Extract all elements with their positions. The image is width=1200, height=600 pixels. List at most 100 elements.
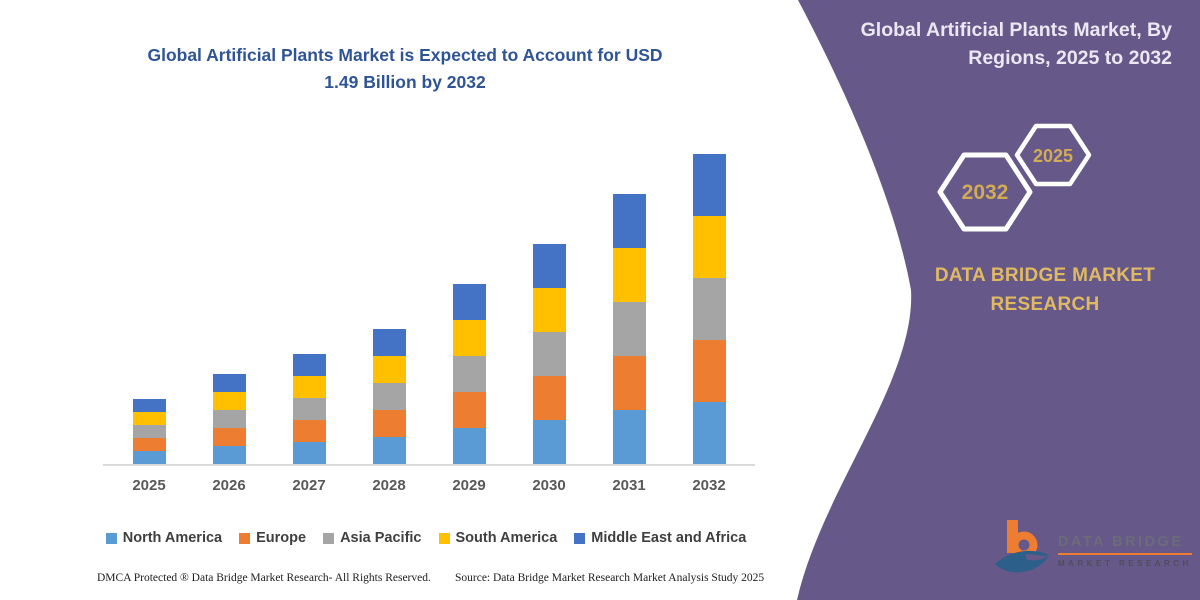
logo-swoosh-cut: [1025, 554, 1049, 561]
bar-segment-europe: [372, 410, 406, 437]
x-axis-label-2029: 2029: [452, 477, 486, 494]
bar-segment-asia-pacific: [292, 398, 326, 420]
hexagon-outline: [1014, 123, 1092, 187]
legend-item-north-america: North America: [105, 530, 223, 546]
bar-segment-asia-pacific: [452, 356, 486, 392]
logo-tagline-text: MARKET RESEARCH: [1058, 559, 1192, 568]
bar-segment-south-america: [452, 320, 486, 356]
legend-item-asia-pacific: Asia Pacific: [323, 530, 422, 546]
bar-segment-middle-east-and-africa: [132, 399, 166, 412]
bar-segment-south-america: [132, 412, 166, 425]
x-axis-label-2026: 2026: [212, 477, 246, 494]
x-axis-label-2032: 2032: [692, 477, 726, 494]
bar-segment-asia-pacific: [212, 410, 246, 428]
bar-2026: [212, 374, 246, 464]
legend-swatch: [574, 532, 586, 544]
purple-curve-shape: [797, 0, 1200, 600]
legend-label: Europe: [256, 530, 307, 546]
bar-segment-middle-east-and-africa: [692, 154, 726, 216]
panel-title: Global Artificial Plants Market, By Regi…: [832, 16, 1172, 73]
hexagon-year-2025: 2025: [1033, 146, 1073, 166]
bar-segment-middle-east-and-africa: [452, 284, 486, 320]
bar-segment-south-america: [292, 376, 326, 398]
legend-label: Middle East and Africa: [591, 530, 747, 546]
logo-swoosh: [995, 550, 1049, 573]
bar-segment-south-america: [532, 288, 566, 332]
hexagon-badge-2032: 2032: [937, 152, 1033, 232]
x-axis-label-2031: 2031: [612, 477, 646, 494]
chart-title-line1: Global Artificial Plants Market is Expec…: [147, 45, 663, 65]
bar-segment-europe: [532, 376, 566, 420]
bar-segment-north-america: [212, 446, 246, 464]
bar-segment-north-america: [692, 402, 726, 464]
bar-2028: [372, 329, 406, 464]
legend-item-europe: Europe: [239, 530, 306, 546]
bar-segment-south-america: [692, 216, 726, 278]
bar-2032: [692, 154, 726, 464]
legend: North America Europe Asia Pacific South Ame…: [90, 530, 762, 546]
logo-b-stem: [1007, 520, 1018, 553]
logo-name-text: DATA BRIDGE: [1058, 534, 1192, 555]
bar-segment-europe: [452, 392, 486, 428]
x-axis-label-2025: 2025: [132, 477, 166, 494]
panel-title-line2: Regions, 2025 to 2032: [968, 47, 1172, 70]
hexagon-outline: [937, 152, 1033, 232]
dbmr-logo-icon: [995, 520, 1049, 573]
legend-label: North America: [122, 530, 223, 546]
bar-segment-middle-east-and-africa: [612, 194, 646, 248]
bar-segment-middle-east-and-africa: [372, 329, 406, 356]
hexagon-year-2032: 2032: [962, 181, 1009, 204]
bar-segment-europe: [612, 356, 646, 410]
legend-item-south-america: South America: [438, 530, 558, 546]
legend-label: Asia Pacific: [340, 530, 422, 546]
plot-area: [103, 140, 755, 466]
bar-segment-south-america: [372, 356, 406, 383]
footer-dmca-text: DMCA Protected ® Data Bridge Market Rese…: [97, 572, 431, 584]
x-axis-labels: 2025 2026 2027 2028 2029 2030 2031 2032: [103, 477, 755, 499]
bar-segment-asia-pacific: [372, 383, 406, 410]
legend-swatch: [323, 532, 335, 544]
bar-segment-europe: [292, 420, 326, 442]
legend-item-middle-east-and-africa: Middle East and Africa: [574, 530, 746, 546]
bar-segment-north-america: [292, 442, 326, 464]
bar-segment-middle-east-and-africa: [532, 244, 566, 288]
bar-segment-asia-pacific: [132, 425, 166, 438]
bar-segment-asia-pacific: [612, 302, 646, 356]
bar-segment-north-america: [532, 420, 566, 464]
brand-wordmark-text: DATA BRIDGE MARKET RESEARCH: [934, 265, 1156, 315]
bar-segment-europe: [692, 340, 726, 402]
bar-segment-europe: [132, 438, 166, 451]
x-axis-label-2028: 2028: [372, 477, 406, 494]
bar-2030: [532, 244, 566, 464]
legend-label: South America: [455, 530, 558, 546]
bar-2025: [132, 399, 166, 464]
bar-segment-asia-pacific: [532, 332, 566, 376]
bar-segment-middle-east-and-africa: [212, 374, 246, 392]
bar-segment-south-america: [612, 248, 646, 302]
bar-segment-europe: [212, 428, 246, 446]
bar-segment-north-america: [132, 451, 166, 464]
panel-title-line1: Global Artificial Plants Market, By: [860, 19, 1172, 41]
bar-segment-middle-east-and-africa: [292, 354, 326, 376]
bar-2027: [292, 354, 326, 464]
bar-2031: [612, 194, 646, 464]
bar-segment-north-america: [452, 428, 486, 464]
bar-2029: [452, 284, 486, 464]
hexagon-badge-2025: 2025: [1014, 123, 1092, 187]
chart-title: Global Artificial Plants Market is Expec…: [105, 42, 705, 96]
x-axis-label-2027: 2027: [292, 477, 326, 494]
bar-segment-north-america: [372, 437, 406, 464]
footer-source-text: Source: Data Bridge Market Research Mark…: [455, 572, 765, 584]
logo-b-bowl-hole: [1018, 539, 1030, 551]
legend-swatch: [105, 532, 117, 544]
bar-segment-north-america: [612, 410, 646, 464]
legend-swatch: [239, 532, 251, 544]
chart-title-line2: 1.49 Billion by 2032: [324, 72, 486, 93]
bar-segment-asia-pacific: [692, 278, 726, 340]
bar-segment-south-america: [212, 392, 246, 410]
dbmr-logo: DATA BRIDGE MARKET RESEARCH: [986, 514, 1192, 596]
x-axis-label-2030: 2030: [532, 477, 566, 494]
legend-swatch: [438, 532, 450, 544]
